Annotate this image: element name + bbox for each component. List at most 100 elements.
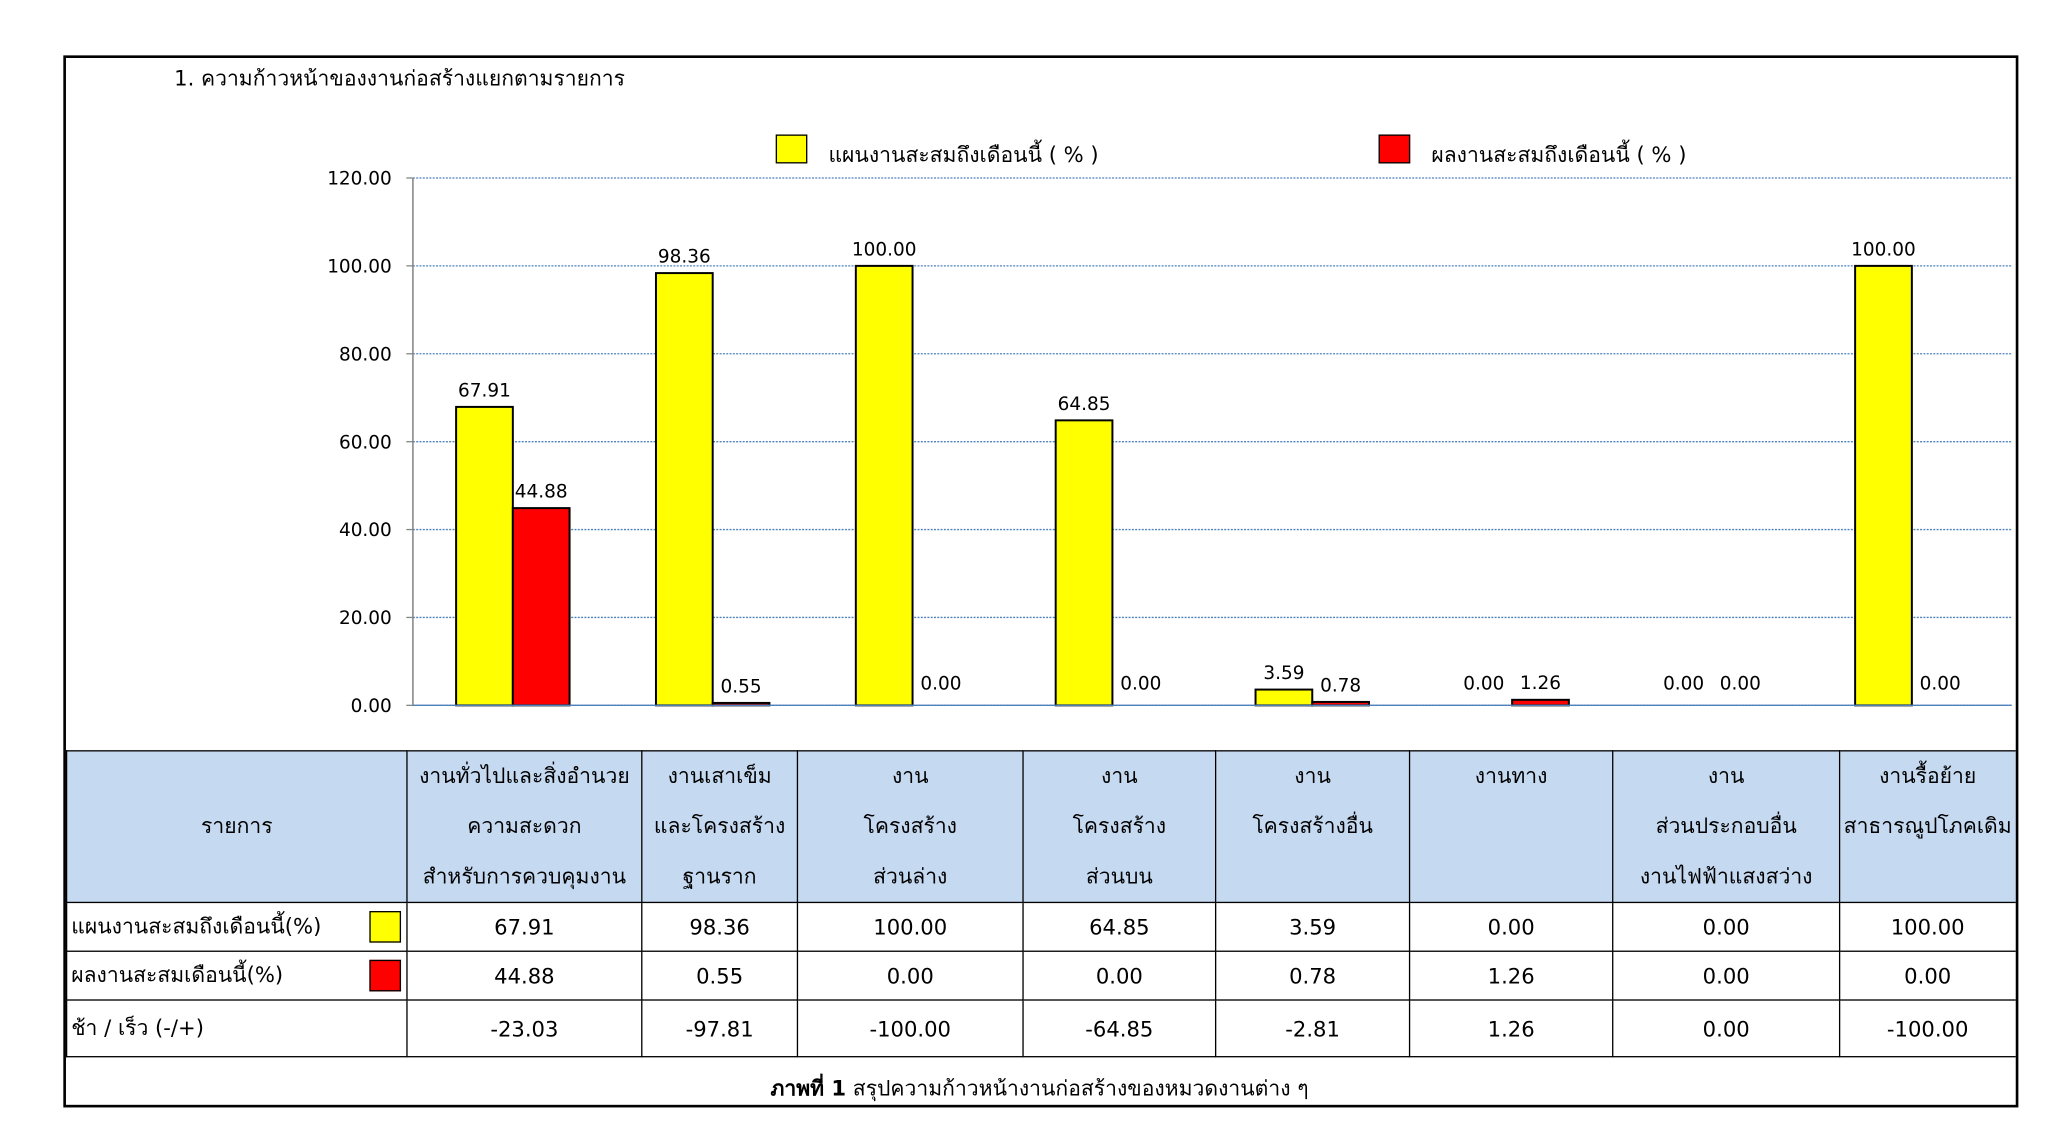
table-cell: 0.00: [1612, 901, 1841, 952]
table-cell: 0.00: [1022, 950, 1217, 1001]
plan-bar: [1054, 419, 1114, 707]
y-tick-label: 40.00: [339, 520, 392, 541]
header-cell: งานส่วนประกอบอื่นงานไฟฟ้าแสงสว่าง: [1612, 750, 1841, 904]
figure-caption: ภาพที่ 1 สรุปความก้าวหน้างานก่อสร้างของห…: [66, 1060, 2013, 1102]
header-line: งาน: [1101, 763, 1138, 789]
header-line: งานทั่วไปและสิ่งอำนวย: [419, 763, 630, 789]
table-cell: 0.00: [1612, 950, 1841, 1001]
plan-data-label: 100.00: [852, 239, 917, 260]
header-line: งานรื้อย้าย: [1879, 763, 1977, 789]
actual-data-label: 0.00: [1720, 674, 1761, 695]
actual-data-label: 0.00: [1920, 674, 1961, 695]
header-line: งานไฟฟ้าแสงสว่าง: [1639, 863, 1813, 889]
row-label: ช้า / เร็ว (-/+): [65, 999, 408, 1058]
table-cell: -100.00: [796, 999, 1024, 1058]
header-line: ส่วนล่าง: [873, 863, 948, 889]
table-header-row: รายการ งานทั่วไปและสิ่งอำนวยความสะดวกสำห…: [65, 750, 2016, 904]
header-line: สำหรับการควบคุมงาน: [422, 863, 627, 889]
table-cell: -100.00: [1838, 999, 2016, 1058]
header-cell: งาน โครงสร้างอื่น: [1214, 750, 1411, 904]
legend-swatch-plan: [775, 134, 808, 164]
row-label: ผลงานสะสมเดือนนี้(%): [65, 950, 408, 1001]
plan-data-label: 0.00: [1463, 674, 1504, 695]
plan-data-label: 67.91: [458, 380, 511, 401]
header-line: งานเสาเข็ม: [667, 763, 772, 789]
figure-frame: [63, 55, 2019, 1108]
header-cell: งานทั่วไปและสิ่งอำนวยความสะดวกสำหรับการค…: [406, 750, 643, 904]
table-cell: 0.55: [641, 950, 799, 1001]
legend-swatch-actual: [1378, 134, 1411, 164]
table-row-actual: ผลงานสะสมเดือนนี้(%) 44.88 0.55 0.00 0.00 0.…: [65, 950, 2016, 1001]
legend-label-actual: ผลงานสะสมถึงเดือนนี้ ( % ): [1431, 142, 1687, 168]
header-line: [1411, 802, 1612, 852]
y-tick-label: 60.00: [339, 432, 392, 453]
table-cell: 100.00: [796, 901, 1024, 952]
header-line: ความสะดวก: [467, 813, 582, 839]
legend-label-plan: แผนงานสะสมถึงเดือนนี้ ( % ): [828, 142, 1099, 168]
header-corner: รายการ: [65, 750, 408, 904]
header-line: งาน: [1707, 763, 1745, 789]
header-line: ส่วนประกอบอื่น: [1655, 813, 1797, 839]
y-tick-label: 80.00: [339, 344, 392, 365]
table-cell: 100.00: [1838, 901, 2016, 952]
table-cell: -97.81: [641, 999, 799, 1058]
plan-bar: [1854, 264, 1913, 707]
plan-data-label: 3.59: [1263, 663, 1304, 684]
plan-data-label: 64.85: [1058, 394, 1111, 415]
row-label-text: แผนงานสะสมถึงเดือนนี้(%): [71, 912, 322, 939]
plan-bar: [1254, 688, 1314, 707]
plan-bar: [854, 264, 914, 707]
plan-data-label: 98.36: [658, 247, 711, 268]
table-cell: 0.00: [1612, 999, 1841, 1058]
header-line: [1217, 852, 1408, 901]
plan-bar: [455, 405, 514, 707]
header-line: [1411, 852, 1612, 901]
header-line: ฐานราก: [682, 863, 757, 889]
actual-data-label: 0.55: [721, 676, 762, 697]
actual-data-label: 1.26: [1520, 673, 1561, 694]
y-tick-label: 120.00: [327, 169, 392, 190]
table-cell: 0.78: [1214, 950, 1411, 1001]
table-cell: 64.85: [1022, 901, 1217, 952]
table-cell: 44.88: [406, 950, 643, 1001]
table-row-plan: แผนงานสะสมถึงเดือนนี้(%) 67.91 98.36 100.0…: [65, 901, 2016, 952]
y-tick-label: 0.00: [351, 696, 392, 717]
header-line: สาธารณูปโภคเดิม: [1843, 813, 2012, 839]
table-cell: 3.59: [1214, 901, 1411, 952]
table-cell: 98.36: [641, 901, 799, 952]
header-cell: งานโครงสร้างส่วนล่าง: [796, 750, 1024, 904]
table-cell: 67.91: [406, 901, 643, 952]
table-cell: -23.03: [406, 999, 643, 1058]
header-line: โครงสร้าง: [863, 813, 957, 839]
header-line: งาน: [891, 763, 929, 789]
table-cell: 0.00: [796, 950, 1024, 1001]
header-line: งานทาง: [1474, 763, 1548, 789]
table-cell: -2.81: [1214, 999, 1411, 1058]
y-tick-label: 100.00: [327, 256, 392, 277]
actual-data-label: 0.00: [920, 674, 961, 695]
table-cell: 0.00: [1408, 901, 1614, 952]
header-line: ส่วนบน: [1085, 863, 1153, 889]
row-label-text: ผลงานสะสมเดือนนี้(%): [71, 961, 284, 987]
table-cell: -64.85: [1022, 999, 1217, 1058]
row-label: แผนงานสะสมถึงเดือนนี้(%): [65, 901, 408, 952]
header-line: โครงสร้าง: [1072, 813, 1167, 839]
plan-data-label: 100.00: [1851, 239, 1916, 260]
table-cell: 1.26: [1408, 950, 1614, 1001]
header-line: โครงสร้างอื่น: [1252, 813, 1373, 839]
header-line: และโครงสร้าง: [653, 813, 786, 839]
header-line: [1841, 852, 2015, 901]
bar-chart: 0.00 20.00 40.00 60.00 80.00 100.00 120.00 67.9…: [327, 169, 2012, 717]
caption-text: สรุปความก้าวหน้างานก่อสร้างของหมวดงานต่า…: [846, 1075, 1309, 1101]
actual-data-label: 0.78: [1320, 675, 1361, 696]
table-cell: 1.26: [1408, 999, 1614, 1058]
actual-data-label: 0.00: [1120, 674, 1161, 695]
chart-title: 1. ความก้าวหน้าของงานก่อสร้างแยกตามรายกา…: [174, 65, 625, 91]
table-cell: 0.00: [1838, 950, 2016, 1001]
summary-table: รายการ งานทั่วไปและสิ่งอำนวยความสะดวกสำห…: [65, 750, 2016, 1058]
header-cell: งานทาง: [1408, 750, 1614, 904]
y-tick-label: 20.00: [339, 608, 392, 629]
actual-swatch: [369, 959, 402, 992]
header-cell: งานเสาเข็มและโครงสร้างฐานราก: [641, 750, 799, 904]
